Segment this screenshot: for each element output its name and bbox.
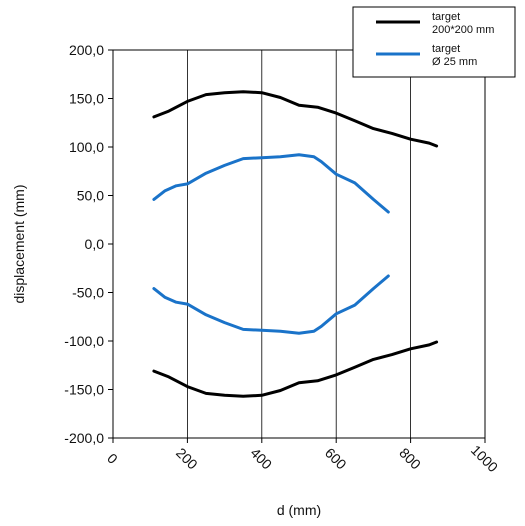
legend-label-sub: Ø 25 mm [432, 56, 477, 68]
legend-label: target [432, 43, 460, 55]
x-tick-label: 600 [322, 445, 350, 473]
y-tick-label: -200,0 [64, 430, 104, 446]
x-tick-label: 200 [173, 445, 201, 473]
y-tick-label: -150,0 [64, 382, 104, 398]
y-tick-label: -50,0 [72, 285, 104, 301]
x-tick-label: 800 [396, 445, 424, 473]
y-axis-title: displacement (mm) [11, 184, 27, 303]
x-tick-label: 1000 [468, 442, 501, 475]
plot-frame [112, 49, 486, 439]
y-tick-label: 50,0 [77, 188, 104, 204]
y-tick-label: 150,0 [69, 91, 104, 107]
y-tick-label: 100,0 [69, 139, 104, 155]
x-tick-label: 0 [104, 450, 121, 467]
x-tick-label: 400 [247, 445, 275, 473]
series-lines [152, 90, 439, 398]
y-tick-label: -100,0 [64, 333, 104, 349]
series-line-target_25-lower [152, 274, 390, 335]
x-tick-labels: 0 200 400 600 800 1000 [104, 438, 501, 475]
series-line-target_25-upper [152, 153, 390, 214]
legend-label: target [432, 11, 460, 23]
legend-label-sub: 200*200 mm [432, 24, 494, 36]
y-tick-label: 200,0 [69, 42, 104, 58]
plot-area [112, 49, 486, 439]
x-axis-title: d (mm) [277, 502, 321, 518]
y-tick-label: 0,0 [85, 236, 105, 252]
series-line-target_200-upper [152, 90, 439, 148]
legend-box [352, 6, 516, 78]
series-line-target_200-lower [152, 340, 439, 398]
y-tick-labels: 200,0 150,0 100,0 50,0 0,0 -50,0 -100,0 -150,0 -… [64, 42, 113, 446]
